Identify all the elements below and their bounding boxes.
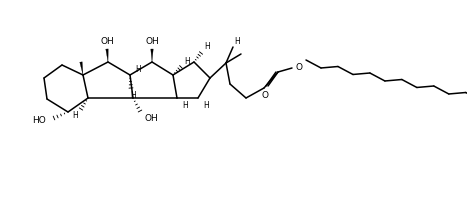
Text: HO: HO (32, 115, 46, 124)
Text: OH: OH (100, 37, 114, 46)
Text: H: H (72, 111, 78, 119)
Text: O: O (296, 62, 303, 72)
Text: OH: OH (144, 114, 158, 123)
Polygon shape (151, 49, 153, 62)
Polygon shape (106, 49, 108, 62)
Polygon shape (80, 62, 83, 75)
Text: H: H (203, 100, 209, 110)
Text: O: O (262, 91, 269, 100)
Text: OH: OH (145, 37, 159, 46)
Text: H: H (204, 42, 210, 50)
Text: H: H (184, 57, 190, 65)
Text: H: H (234, 37, 240, 46)
Text: H: H (135, 65, 141, 73)
Text: H: H (130, 91, 136, 100)
Text: H: H (182, 100, 188, 110)
